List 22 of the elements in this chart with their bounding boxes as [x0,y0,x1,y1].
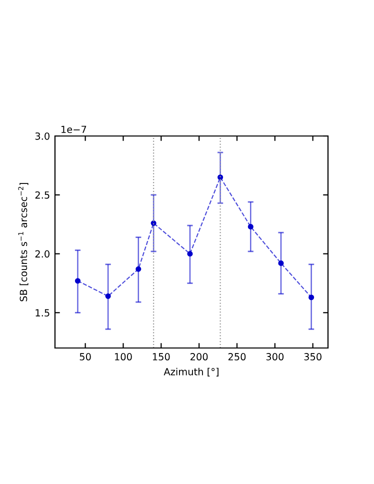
point [74,278,81,284]
x-tick-label: 50 [80,353,91,360]
x-tick-label: 250 [228,353,246,360]
x-tick-label: 100 [115,353,132,360]
text: 1e−7 [62,126,86,134]
point [105,293,111,299]
point [248,224,254,230]
point [218,174,224,180]
x-tick-label: 200 [190,353,208,360]
point [136,266,142,272]
x-tick-label: 350 [304,353,322,360]
point [278,260,284,266]
y-tick-label: 1.5 [36,309,50,316]
y-axis-title: SB [counts s$^{−1}$ arcsec$^{−2}$] [18,182,28,302]
x-axis-title: Azimuth [°] [164,368,218,376]
x-tick-label: 150 [152,353,170,360]
y-tick-label: 2.5 [35,191,50,199]
y-tick-label: 2.0 [35,250,50,258]
x-tick-label: 300 [266,353,284,360]
point [308,294,314,300]
y-tick-label: 3.0 [35,132,50,140]
point [187,251,193,257]
